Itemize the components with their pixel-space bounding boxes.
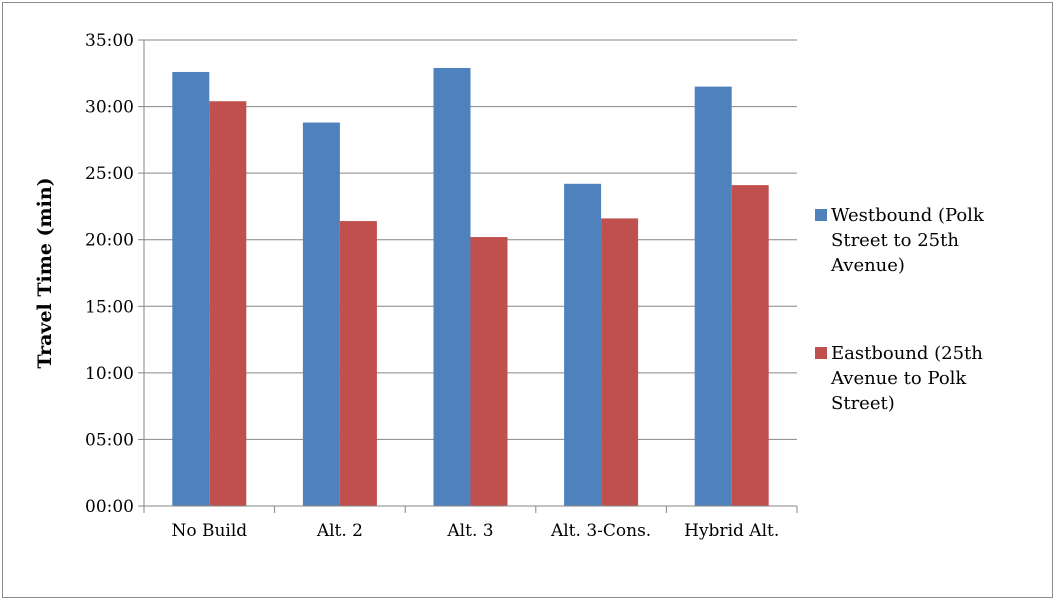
y-tick-label: 15:00 <box>85 297 134 317</box>
bar-westbound <box>564 183 602 506</box>
bar-westbound <box>433 67 471 507</box>
y-tick-label: 30:00 <box>85 98 134 118</box>
x-tick-labels: No Build Alt. 2 Alt. 3 Alt. 3-Cons. Hybrid A… <box>171 521 779 541</box>
y-tick-label: 25:00 <box>85 164 134 184</box>
x-tick-label: Hybrid Alt. <box>684 521 779 541</box>
bar-chart: 00:00 05:00 10:00 15:00 20:00 25:00 30:00 35:00… <box>34 31 985 541</box>
bar-eastbound <box>209 101 247 506</box>
bar-westbound <box>172 71 210 506</box>
legend-swatch <box>815 347 827 359</box>
bars <box>172 67 769 507</box>
y-tick-label: 10:00 <box>85 364 134 384</box>
x-tick-label: Alt. 3-Cons. <box>550 521 651 541</box>
x-tick-label: Alt. 2 <box>316 521 363 541</box>
legend-label: Avenue) <box>830 255 905 276</box>
y-tick-label: 35:00 <box>85 31 134 51</box>
bar-eastbound <box>731 185 769 506</box>
y-tick-label: 05:00 <box>85 430 134 450</box>
bar-westbound <box>302 122 340 506</box>
legend-swatch <box>815 209 827 221</box>
legend-label: Avenue to Polk <box>830 368 967 389</box>
bar-eastbound <box>470 237 508 506</box>
y-tick-label: 00:00 <box>85 497 134 517</box>
y-tick-labels: 00:00 05:00 10:00 15:00 20:00 25:00 30:00 35:00 <box>85 31 134 517</box>
y-tick-label: 20:00 <box>85 231 134 251</box>
x-tick-label: Alt. 3 <box>446 521 493 541</box>
x-tick-label: No Build <box>171 521 247 541</box>
bar-westbound <box>694 86 732 506</box>
legend-label: Street) <box>831 393 895 414</box>
bar-eastbound <box>339 221 377 506</box>
y-axis-title: Travel Time (min) <box>34 177 56 368</box>
legend-label: Westbound (Polk <box>831 205 985 226</box>
axes <box>143 40 798 513</box>
bar-eastbound <box>601 218 639 506</box>
legend-label: Street to 25th <box>831 230 959 251</box>
legend: Westbound (Polk Street to 25th Avenue) East… <box>815 205 985 414</box>
legend-label: Eastbound (25th <box>831 343 983 364</box>
